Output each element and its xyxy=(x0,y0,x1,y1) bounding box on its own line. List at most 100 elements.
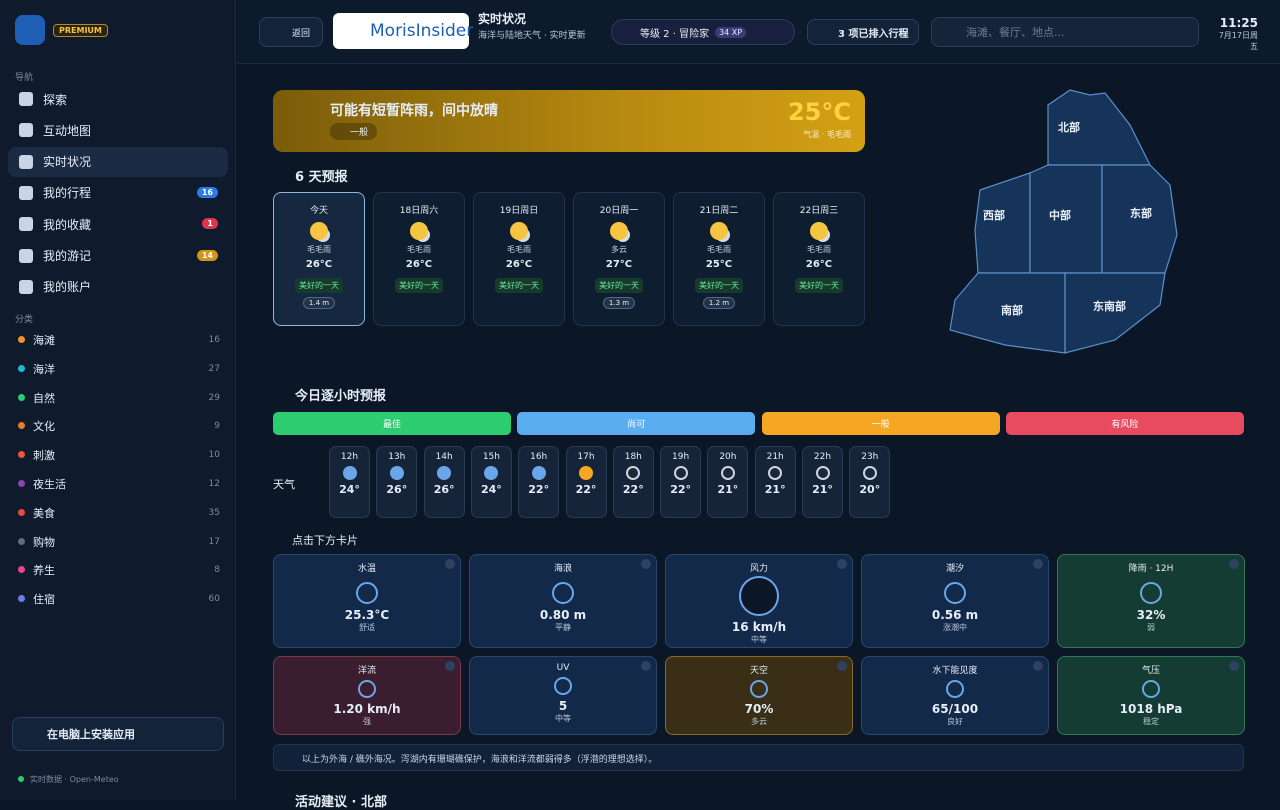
hour-temp: 26° xyxy=(433,483,455,496)
day-temp: 26°C xyxy=(305,259,333,270)
clock-date: 7月17日周五 xyxy=(1218,31,1258,51)
card-label: 水下能见度 xyxy=(932,666,978,676)
category-item[interactable]: 美食 35 xyxy=(18,503,220,523)
category-label: 住宿 xyxy=(33,593,55,607)
category-item[interactable]: 住宿 60 xyxy=(18,589,220,609)
nav-item[interactable]: 我的行程 16 xyxy=(8,178,228,208)
region-southeast[interactable] xyxy=(1064,272,1166,354)
hour-temp: 21° xyxy=(717,483,739,496)
nav-item[interactable]: 我的收藏 1 xyxy=(8,209,228,239)
card-value: 0.80 m xyxy=(539,608,587,622)
day-label: 19日周日 xyxy=(499,206,539,216)
back-button[interactable]: 返回 xyxy=(259,17,323,47)
day-tag: 美好的一天 xyxy=(695,278,743,293)
nav-label: 我的账户 xyxy=(43,280,92,295)
forecast-day[interactable]: 今天 毛毛雨 26°C 美好的一天 1.4 m xyxy=(273,192,365,326)
card-icon xyxy=(552,582,574,604)
region-label: 南部 xyxy=(1001,304,1023,317)
wave-row: 1.3 m xyxy=(574,293,664,309)
category-item[interactable]: 自然 29 xyxy=(18,388,220,408)
day-temp: 25°C xyxy=(705,259,733,270)
card-sub: 中等 xyxy=(751,635,767,644)
condition-card[interactable]: 海浪 0.80 m 平静 xyxy=(469,554,657,648)
condition-card[interactable]: 降雨 · 12H 32% 弱 xyxy=(1057,554,1245,648)
hour-card[interactable]: 16h 22° xyxy=(518,446,560,518)
card-sub: 稳定 xyxy=(1143,717,1159,726)
condition-card[interactable]: 气压 1018 hPa 稳定 xyxy=(1057,656,1245,735)
hour-card[interactable]: 17h 22° xyxy=(565,446,607,518)
category-item[interactable]: 海滩 16 xyxy=(18,330,220,350)
hour-temp: 21° xyxy=(812,483,833,496)
hour-icon xyxy=(862,466,877,480)
hour-card[interactable]: 21h 21° xyxy=(754,446,796,518)
forecast-day[interactable]: 20日周一 多云 27°C 美好的一天 1.3 m xyxy=(573,192,665,326)
hour-card[interactable]: 15h 24° xyxy=(470,446,512,518)
hour-card[interactable]: 18h 22° xyxy=(612,446,654,518)
category-item[interactable]: 购物 17 xyxy=(18,532,220,552)
search-input[interactable]: 海滩、餐厅、地点... xyxy=(931,17,1199,47)
hour-label: 12h xyxy=(340,452,359,462)
hour-card[interactable]: 14h 26° xyxy=(423,446,465,518)
category-item[interactable]: 海洋 27 xyxy=(18,359,220,379)
card-label: 海浪 xyxy=(553,564,572,574)
level-pill[interactable]: 等级 2 · 冒险家 34 XP xyxy=(611,19,795,45)
card-icon xyxy=(1142,680,1160,698)
nav-item[interactable]: 我的账户 xyxy=(8,272,228,302)
hour-temp: 26° xyxy=(386,483,408,496)
forecast-day[interactable]: 19日周日 毛毛雨 26°C 美好的一天 xyxy=(473,192,565,326)
condition-card[interactable]: 洋流 1.20 km/h 强 xyxy=(273,656,461,735)
hour-card[interactable]: 19h 22° xyxy=(660,446,702,518)
forecast-day[interactable]: 18日周六 毛毛雨 26°C 美好的一天 xyxy=(373,192,465,326)
day-tag: 美好的一天 xyxy=(595,278,643,293)
hour-label: 22h xyxy=(813,452,832,462)
card-sub: 弱 xyxy=(1147,623,1155,632)
condition-card[interactable]: UV 5 中等 xyxy=(469,656,657,735)
forecast-day[interactable]: 21日周二 毛毛雨 25°C 美好的一天 1.2 m xyxy=(673,192,765,326)
nav-item[interactable]: 互动地图 xyxy=(8,115,228,145)
condition-card[interactable]: 风力 16 km/h 中等 xyxy=(665,554,853,648)
condition-card[interactable]: 潮汐 0.56 m 涨潮中 xyxy=(861,554,1049,648)
page-title: 实时状况 xyxy=(478,12,527,26)
region-west[interactable] xyxy=(974,172,1031,274)
category-label: 夜生活 xyxy=(33,478,66,491)
hour-card[interactable]: 23h 20° xyxy=(849,446,891,518)
condition-card[interactable]: 水温 25.3°C 舒适 xyxy=(273,554,461,648)
trips-button[interactable]: 3 项已排入行程 xyxy=(807,19,919,45)
brand[interactable]: MorisInsider xyxy=(333,13,473,49)
nav-item[interactable]: 探索 xyxy=(8,84,228,114)
forecast-day[interactable]: 22日周三 毛毛雨 26°C 美好的一天 xyxy=(773,192,865,326)
card-icon xyxy=(944,582,966,604)
day-label: 今天 xyxy=(309,206,328,216)
logo[interactable] xyxy=(15,15,45,45)
footer-text: 实时数据 · Open-Meteo xyxy=(30,775,119,784)
card-value: 16 km/h xyxy=(731,620,787,634)
card-sub: 舒适 xyxy=(359,623,375,632)
hour-label: 17h xyxy=(577,452,595,462)
nav-item[interactable]: 实时状况 xyxy=(8,146,228,177)
install-button[interactable]: 在电脑上安装应用 xyxy=(12,717,224,751)
category-item[interactable]: 夜生活 12 xyxy=(18,474,220,494)
condition-card[interactable]: 天空 70% 多云 xyxy=(665,656,853,735)
category-item[interactable]: 养生 8 xyxy=(18,560,220,580)
hour-temp: 20° xyxy=(859,483,881,496)
footer: 实时数据 · Open-Meteo xyxy=(18,774,119,785)
hour-card[interactable]: 13h 26° xyxy=(376,446,418,518)
category-item[interactable]: 刺激 10 xyxy=(18,445,220,465)
category-count: 29 xyxy=(208,392,220,403)
category-item[interactable]: 文化 9 xyxy=(18,416,220,436)
day-tag: 美好的一天 xyxy=(495,278,543,293)
hour-temp: 22° xyxy=(670,483,691,496)
section-title: 6 天预报 xyxy=(295,170,348,185)
hour-card[interactable]: 22h 21° xyxy=(802,446,843,518)
tag-row: 美好的一天 xyxy=(274,270,364,293)
page-subtitle: 海洋与陆地天气 · 实时更新 xyxy=(478,31,586,41)
nav-item[interactable]: 我的游记 14 xyxy=(8,241,228,271)
hour-card[interactable]: 12h 24° xyxy=(329,446,370,518)
hour-card[interactable]: 20h 21° xyxy=(707,446,749,518)
category-dot xyxy=(18,336,25,343)
region-north[interactable] xyxy=(1047,89,1151,166)
nav-badge: 16 xyxy=(196,186,218,198)
card-icon xyxy=(1140,582,1162,604)
condition-card[interactable]: 水下能见度 65/100 良好 xyxy=(861,656,1049,735)
